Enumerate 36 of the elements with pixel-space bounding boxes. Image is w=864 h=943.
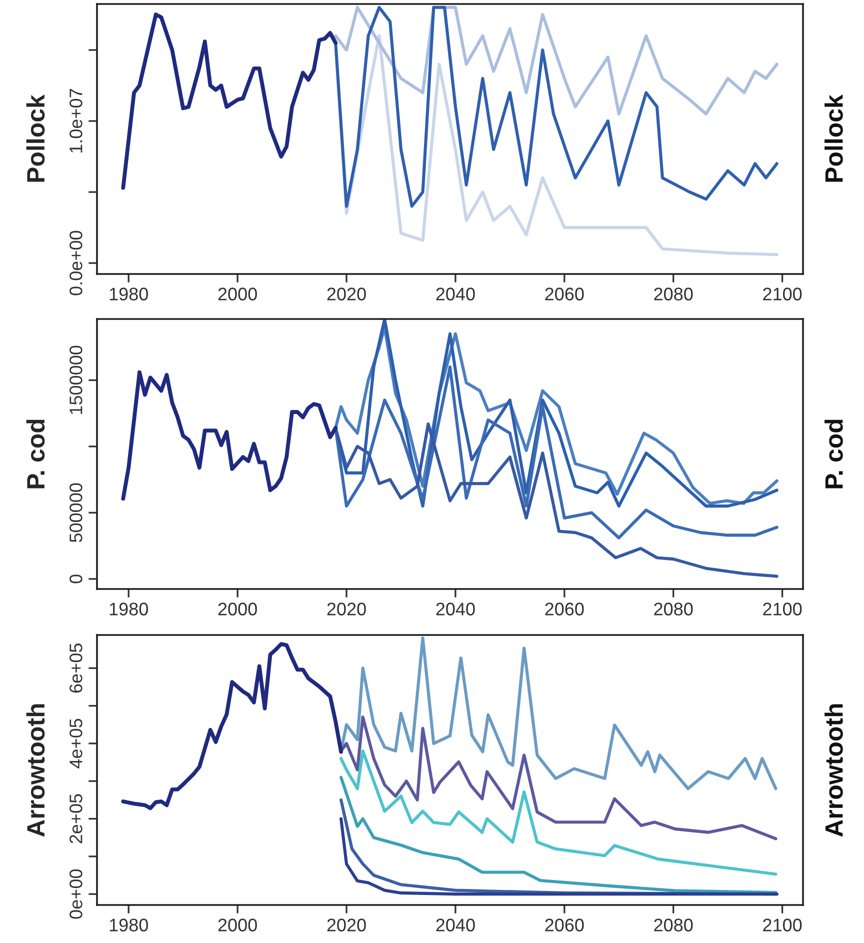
x-tick-label: 2040	[436, 602, 475, 616]
x-tick-label: 2080	[654, 918, 693, 932]
x-tick-label: 2040	[436, 288, 475, 300]
y-tick-label: 0e+00	[70, 869, 82, 919]
y-tick-label: 1.0e+07	[70, 89, 82, 153]
y-tick-label: 1500000	[70, 346, 82, 414]
x-tick-label: 2060	[545, 918, 584, 932]
x-tick-label: 2000	[218, 918, 257, 932]
x-tick-label: 1980	[110, 602, 148, 616]
x-tick-label: 2080	[654, 602, 693, 616]
x-tick-label: 2100	[763, 918, 802, 932]
text: Arrowtooth	[824, 704, 843, 837]
x-tick-label: 2000	[218, 288, 257, 300]
x-tick-label: 2020	[327, 602, 366, 616]
x-tick-label: 2060	[545, 602, 584, 616]
x-tick-label: 2000	[218, 602, 257, 616]
x-tick-label: 2100	[763, 288, 802, 300]
y-tick-label: 0	[70, 574, 82, 584]
x-tick-label: 1980	[110, 918, 148, 932]
text: P. cod	[824, 420, 843, 488]
x-tick-label: 2020	[327, 918, 366, 932]
y-tick-label: 4e+05	[70, 718, 82, 768]
y-axis-title: Arrowtooth	[26, 704, 45, 837]
x-tick-label: 2100	[763, 602, 802, 616]
y-tick-label: 6e+05	[70, 644, 82, 693]
x-tick-label: 2080	[654, 288, 693, 300]
y-tick-label: 500000	[70, 483, 82, 542]
x-tick-label: 2020	[327, 288, 366, 300]
x-tick-label: 2060	[545, 288, 584, 300]
x-tick-label: 2040	[436, 918, 475, 932]
y-axis-title: P. cod	[26, 420, 45, 488]
text: Pollock	[824, 94, 843, 182]
y-axis-title: Pollock	[26, 94, 45, 182]
x-tick-label: 1980	[110, 288, 148, 300]
y-tick-label: 2e+05	[70, 794, 82, 844]
y-tick-label: 0.0e+00	[70, 230, 82, 296]
